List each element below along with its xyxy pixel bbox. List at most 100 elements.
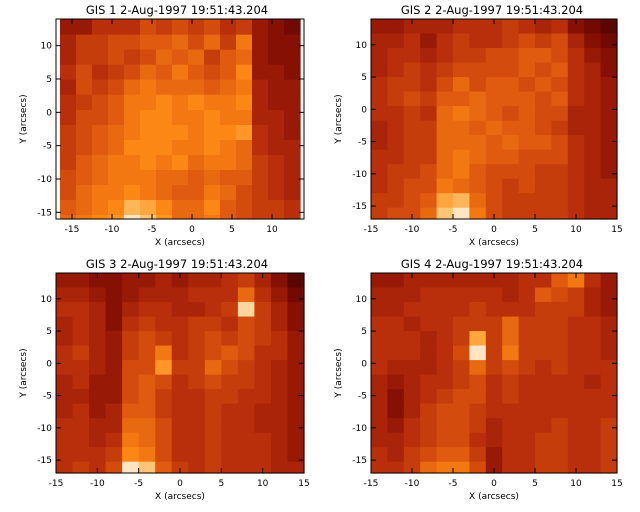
heatmap-cell [584,273,602,289]
heatmap-cell [453,316,470,332]
heatmap-cell [105,345,123,361]
heatmap-cell [551,48,569,64]
heatmap-cell [387,33,405,49]
heatmap-cell [56,432,74,448]
heatmap-cell [535,62,552,78]
heatmap-cell [600,178,618,194]
heatmap-cell [387,273,405,289]
heatmap-cell [138,374,156,390]
heatmap-cell [535,403,552,419]
heatmap-cell [221,287,239,303]
heatmap-cell [567,178,585,194]
heatmap-cell [371,316,388,332]
heatmap-cell [254,345,272,361]
heatmap-cell [105,316,123,332]
heatmap-cell [270,418,289,434]
heatmap-cell [584,62,602,78]
heatmap-cell [485,273,503,289]
heatmap-cell [600,461,618,474]
heatmap-cell [124,64,141,81]
heatmap-cell [518,331,536,347]
heatmap-cell [387,19,405,35]
heatmap-cell [287,345,305,361]
heatmap-cell [155,461,173,474]
heatmap-cell [518,120,536,136]
x-tick-label: -10 [105,225,120,235]
heatmap-cell [567,207,585,220]
heatmap-cell [485,207,503,220]
heatmap-cell [567,374,585,390]
heatmap-cell [156,215,173,220]
heatmap-cell [551,345,569,361]
heatmap-cell [584,135,602,151]
heatmap-cell [420,374,438,390]
x-tick-label: 0 [177,479,183,489]
heatmap-cell [237,374,255,390]
heatmap-cell [122,331,140,347]
heatmap-cell [420,33,438,49]
x-axis-label: X (arcsecs) [469,238,519,248]
heatmap-cell [156,155,173,171]
heatmap-cell [252,200,269,216]
heatmap-cell [284,200,301,216]
heatmap-cell [371,389,388,405]
heatmap-cell [453,360,470,376]
x-tick-label: 15 [611,479,622,489]
axis-ticks: -15 -10 -5 0 5 10 15 -15 -10 -5 0 5 10 [352,273,623,489]
heatmap-cell [502,77,520,93]
heatmap-cell [453,287,470,303]
heatmap-cell [502,360,520,376]
y-tick-label: -5 [43,392,52,402]
heatmap-cell [204,418,222,434]
heatmap-cell [551,273,569,289]
heatmap-cell [268,19,285,36]
heatmap-cell [124,94,141,111]
panel-gis-2: GIS 2 2-Aug-1997 19:51:43.204 -15 -10 -5 0 5… [334,3,623,248]
heatmap-cell [92,110,109,126]
panel-gis-1: GIS 1 2-Aug-1997 19:51:43.204 -15 -10 -5 0 5… [19,3,305,248]
heatmap-cell [60,94,77,111]
heatmap-cell [221,403,239,419]
heatmap-cell [551,418,569,434]
heatmap-cell [551,193,569,209]
heatmap-cell [252,79,269,96]
heatmap-cell [371,106,388,122]
y-axis-label: Y (arcsecs) [334,94,344,144]
heatmap-cell [60,110,77,126]
heatmap-cell [535,461,552,474]
heatmap-cell [403,447,421,463]
heatmap-cell [436,178,454,194]
heatmap-cell [584,287,602,303]
heatmap-cell [518,19,536,35]
heatmap-cell [403,360,421,376]
heatmap-cell [420,331,438,347]
heatmap-cell [254,461,272,474]
heatmap-cell [387,403,405,419]
heatmap-cells [371,19,618,220]
heatmap-cell [270,374,289,390]
heatmap-cell [89,287,107,303]
heatmap-cell [436,164,454,180]
heatmap-cell [60,200,77,216]
heatmap-cell [108,94,125,111]
y-tick-label: 5 [361,73,367,83]
heatmap-cell [72,432,90,448]
heatmap-cell [469,374,487,390]
heatmap-cell [600,48,618,64]
x-tick-label: 5 [229,225,235,235]
heatmap-cell [140,19,157,36]
heatmap-cell [138,331,156,347]
heatmap-cell [485,19,503,35]
y-tick-label: 5 [46,75,52,85]
heatmap-cell [155,302,173,318]
heatmap-cell [221,432,239,448]
heatmap-cell [140,185,157,201]
heatmap-cell [436,19,454,35]
heatmap-cell [387,164,405,180]
heatmap-cell [188,94,205,111]
heatmap-cell [567,273,585,289]
heatmap-cell [403,302,421,318]
heatmap-cell [600,287,618,303]
heatmap-cell [453,432,470,448]
heatmap-cell [236,200,253,216]
